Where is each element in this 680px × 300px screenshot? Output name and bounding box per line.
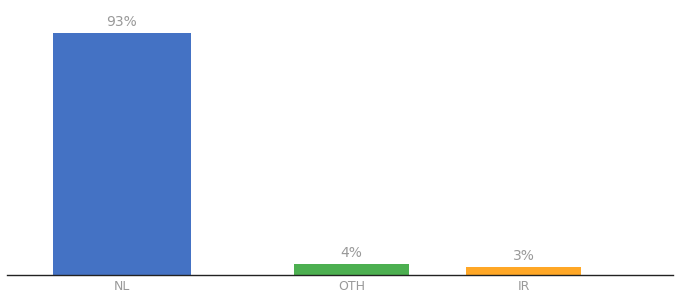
Text: 3%: 3% [513, 249, 534, 263]
Bar [294, 264, 409, 274]
Text: 93%: 93% [106, 15, 137, 29]
Bar [53, 33, 190, 274]
Bar [466, 267, 581, 274]
Text: 4%: 4% [341, 246, 362, 260]
